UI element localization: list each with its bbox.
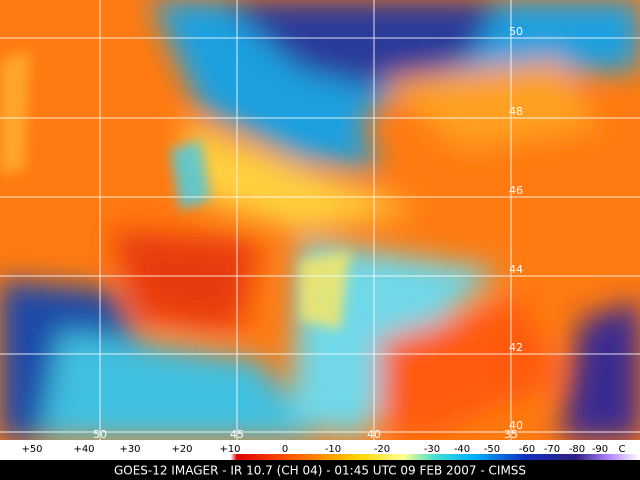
colorbar-labels: +50 +40 +30 +20 +10 0 -10 -20 -30 -40 -50 -60 -70 -80… [21,444,625,455]
colorbar-label: +10 [219,444,240,455]
caption-bar [0,460,640,480]
latitude-label: 40 [509,419,523,432]
colorbar-label: +20 [171,444,192,455]
colorbar-label: -80 [569,444,585,455]
latitude-label: 48 [509,105,523,118]
latitude-label: 44 [509,263,523,276]
longitude-label: 40 [367,428,381,441]
colorbar-label: 0 [282,444,288,455]
latitude-label: 46 [509,184,523,197]
longitude-label: 35 [504,428,518,441]
longitude-label: 45 [230,428,244,441]
colorbar-label: +50 [21,444,42,455]
colorbar-label: -40 [454,444,470,455]
colorbar [0,454,640,460]
caption: GOES-12 IMAGER - IR 10.7 (CH 04) - 01:45… [114,464,526,478]
colorbar-label: -70 [544,444,560,455]
colorbar-unit: C [619,444,626,455]
colorbar-label: +40 [73,444,94,455]
colorbar-label: -30 [424,444,440,455]
lat-lon-grid [0,0,640,440]
colorbar-label: -10 [325,444,341,455]
colorbar-panel [0,440,640,458]
latitude-label: 50 [509,25,523,38]
colorbar-label: +30 [119,444,140,455]
colorbar-label: -50 [484,444,500,455]
latitude-label: 42 [509,341,523,354]
colorbar-label: -20 [374,444,390,455]
colorbar-label: -90 [592,444,608,455]
colorbar-label: -60 [519,444,535,455]
ir-imagery [0,0,640,440]
longitude-label: 50 [93,428,107,441]
